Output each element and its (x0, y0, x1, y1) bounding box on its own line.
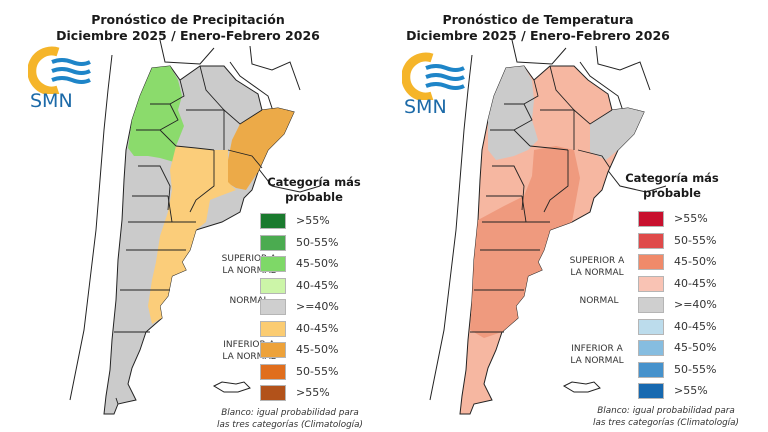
panel-title: Pronóstico de Temperatura Diciembre 2025… (346, 12, 730, 44)
title-line-1: Pronóstico de Temperatura (442, 12, 634, 27)
legend-label: 50-55% (674, 233, 717, 247)
legend-swatch (260, 256, 286, 272)
category-inferior-label: INFERIOR A LA NORMAL (562, 343, 632, 367)
malvinas-islands (562, 381, 601, 393)
title-line-2: Diciembre 2025 / Enero-Febrero 2026 (56, 28, 320, 43)
chile-border (429, 54, 473, 401)
category-superior-line-2: LA NORMAL (570, 268, 624, 278)
temp-normal-region-nw (488, 66, 538, 160)
legend-swatch (638, 211, 664, 227)
legend-swatch (260, 342, 286, 358)
title-line-1: Pronóstico de Precipitación (91, 12, 285, 27)
precipitation-panel: Pronóstico de Precipitación Diciembre 20… (0, 12, 380, 430)
precip-below-normal-region-center (148, 146, 236, 324)
brazil-border (595, 45, 651, 91)
legend-title: Categoría más probable (254, 175, 374, 205)
legend-swatch (260, 277, 286, 294)
smn-logo: SMN (401, 52, 472, 122)
note-line-2: las tres categorías (Climatología) (593, 418, 739, 428)
title-line-2: Diciembre 2025 / Enero-Febrero 2026 (406, 28, 670, 43)
brazil-border (249, 45, 301, 91)
legend-label: 50-55% (296, 364, 339, 378)
temperature-map (429, 40, 667, 415)
legend-label: 40-45% (674, 276, 717, 290)
category-superior-line-2: LA NORMAL (222, 266, 276, 276)
category-inferior-line-1: INFERIOR A (571, 344, 623, 354)
legend-swatch (638, 361, 664, 378)
legend-title: Categoría más probable (612, 171, 732, 201)
legend-label: 50-55% (674, 362, 717, 376)
smn-logo-text: SMN (30, 90, 73, 112)
legend-swatch (260, 213, 286, 229)
category-inferior-line-2: LA NORMAL (570, 356, 624, 366)
legend-swatch (638, 340, 664, 356)
category-superior-line-1: SUPERIOR A (569, 256, 625, 266)
climatology-note: Blanco: igual probabilidad para las tres… (190, 407, 390, 431)
legend-label: 40-45% (296, 321, 339, 335)
legend-label: >=40% (674, 298, 717, 311)
malvinas-islands (212, 381, 251, 393)
legend-title-line-1: Categoría más (267, 175, 361, 189)
legend-label: 45-50% (674, 341, 717, 354)
smn-sun-waves-icon (401, 52, 465, 102)
uruguay-border (605, 167, 667, 193)
legend-label: >=40% (296, 300, 339, 313)
note-line-2: las tres categorías (Climatología) (217, 420, 363, 430)
legend-swatch (260, 385, 286, 401)
legend-swatch (260, 320, 286, 337)
legend-label: 50-55% (296, 235, 339, 249)
legend-title-line-2: probable (643, 186, 701, 200)
legend-swatch (638, 383, 664, 399)
legend-label: >55% (296, 386, 330, 399)
temp-normal-region-ne (590, 108, 644, 160)
legend-label: 40-45% (674, 319, 717, 333)
legend-swatch (638, 318, 664, 335)
legend-title-line-1: Categoría más (625, 171, 719, 185)
category-superior-line-1: SUPERIOR A (221, 254, 277, 264)
legend-swatch (260, 234, 286, 251)
precip-below-normal-region-ne (226, 108, 294, 190)
legend-label: 40-45% (296, 278, 339, 292)
category-inferior-label: INFERIOR A LA NORMAL (214, 339, 284, 363)
legend-label: 45-50% (296, 257, 339, 270)
legend-label: 45-50% (296, 343, 339, 356)
temperature-panel: Pronóstico de Temperatura Diciembre 2025… (384, 0, 768, 432)
bolivia-border (511, 40, 567, 65)
legend-label: >55% (674, 384, 708, 397)
note-line-1: Blanco: igual probabilidad para (597, 406, 735, 416)
province-borders (114, 65, 263, 405)
legend-swatch (638, 275, 664, 292)
smn-logo: SMN (27, 46, 98, 116)
smn-logo-text: SMN (404, 96, 447, 118)
category-superior-label: SUPERIOR A LA NORMAL (562, 255, 632, 279)
bolivia-border (159, 40, 215, 65)
category-normal-label: NORMAL (579, 296, 619, 306)
legend-title-line-2: probable (285, 190, 343, 204)
legend-swatch (638, 232, 664, 249)
precip-above-normal-region (128, 66, 184, 162)
note-line-1: Blanco: igual probabilidad para (221, 408, 359, 418)
category-inferior-line-1: INFERIOR A (223, 340, 275, 350)
legend-swatch (260, 363, 286, 380)
legend-swatch (638, 254, 664, 270)
smn-sun-waves-icon (27, 46, 91, 96)
province-borders (470, 65, 613, 333)
category-superior-label: SUPERIOR A LA NORMAL (214, 253, 284, 277)
precipitation-map (69, 40, 321, 415)
legend-label: >55% (296, 214, 330, 227)
legend-label: 45-50% (674, 255, 717, 268)
legend-label: >55% (674, 212, 708, 225)
category-normal-label: NORMAL (229, 296, 269, 306)
category-inferior-line-2: LA NORMAL (222, 352, 276, 362)
panel-title: Pronóstico de Precipitación Diciembre 20… (0, 12, 380, 44)
legend-swatch (638, 297, 664, 313)
chile-border (69, 54, 113, 401)
uruguay-border (257, 167, 321, 193)
legend-swatch (260, 299, 286, 315)
climatology-note: Blanco: igual probabilidad para las tres… (566, 405, 766, 429)
